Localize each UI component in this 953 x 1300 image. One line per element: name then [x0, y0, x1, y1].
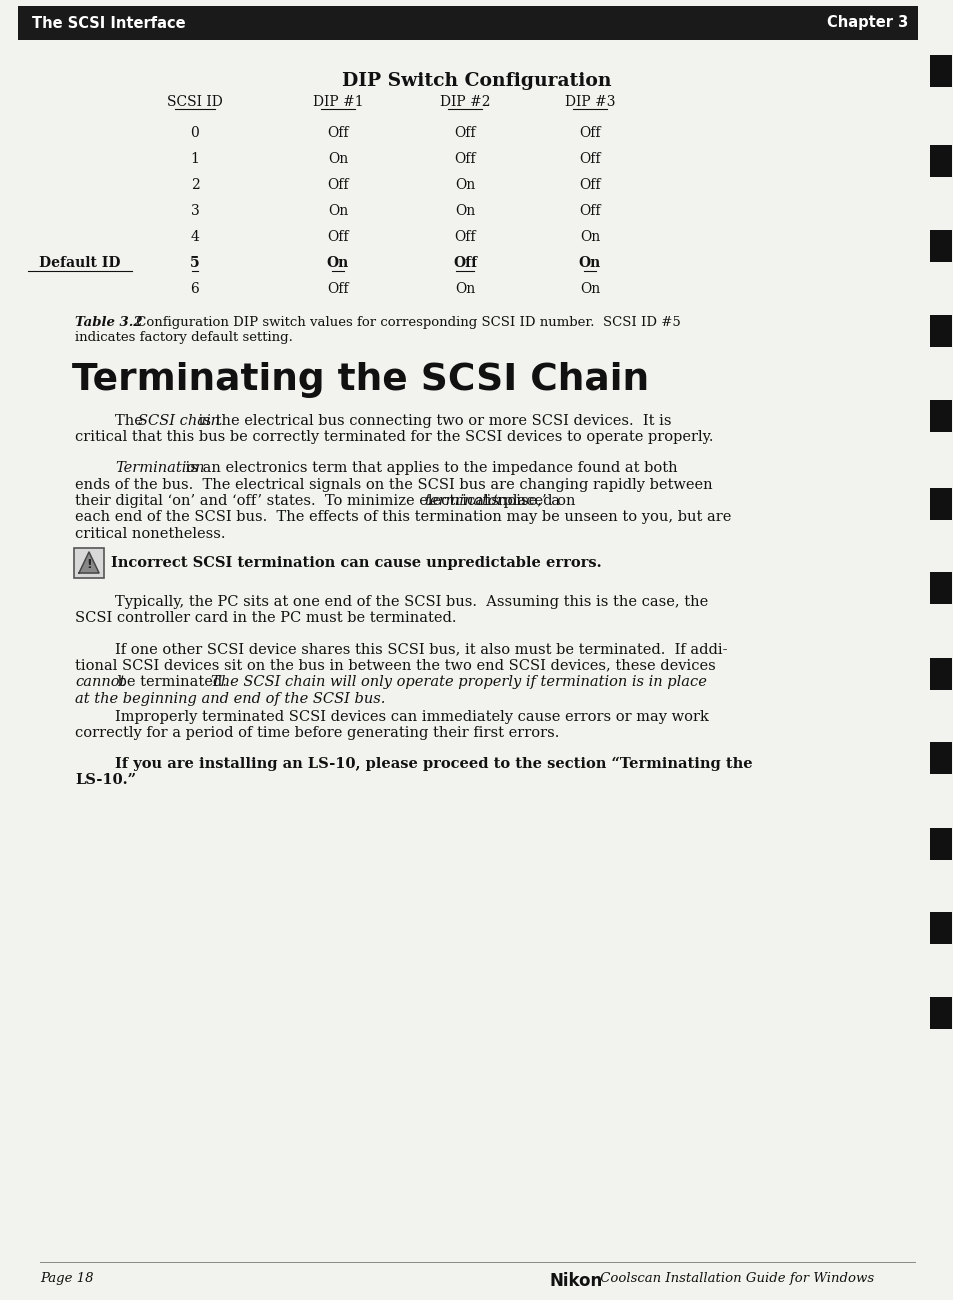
Text: critical that this bus be correctly terminated for the SCSI devices to operate p: critical that this bus be correctly term…	[75, 430, 713, 445]
Text: tional SCSI devices sit on the bus in between the two end SCSI devices, these de: tional SCSI devices sit on the bus in be…	[75, 659, 715, 672]
Text: The SCSI chain will only operate properly if termination is in place: The SCSI chain will only operate properl…	[211, 675, 706, 689]
Text: Off: Off	[327, 178, 349, 192]
Text: Chapter 3: Chapter 3	[826, 16, 907, 30]
Text: Off: Off	[578, 204, 600, 218]
Bar	[929, 828, 951, 861]
Text: Off: Off	[578, 126, 600, 140]
Text: Off: Off	[454, 152, 476, 166]
Text: Incorrect SCSI termination can cause unpredictable errors.: Incorrect SCSI termination can cause unp…	[111, 556, 601, 569]
Text: SCSI ID: SCSI ID	[167, 95, 223, 109]
Text: Table 3.2: Table 3.2	[75, 316, 143, 329]
Text: Typically, the PC sits at one end of the SCSI bus.  Assuming this is the case, t: Typically, the PC sits at one end of the…	[115, 595, 707, 608]
Text: Off: Off	[327, 282, 349, 296]
Bar	[929, 658, 951, 690]
Text: SCSI chain: SCSI chain	[138, 413, 220, 428]
Text: On: On	[455, 282, 475, 296]
Text: is the electrical bus connecting two or more SCSI devices.  It is: is the electrical bus connecting two or …	[193, 413, 671, 428]
Text: Off: Off	[453, 256, 476, 270]
Bar	[929, 55, 951, 87]
Bar	[929, 742, 951, 774]
Text: 3: 3	[191, 204, 199, 218]
Text: On: On	[455, 178, 475, 192]
Text: Termination: Termination	[115, 462, 204, 474]
Text: 1: 1	[191, 152, 199, 166]
Text: correctly for a period of time before generating their first errors.: correctly for a period of time before ge…	[75, 725, 558, 740]
Text: critical nonetheless.: critical nonetheless.	[75, 526, 225, 541]
Text: ends of the bus.  The electrical signals on the SCSI bus are changing rapidly be: ends of the bus. The electrical signals …	[75, 477, 712, 491]
Text: DIP #1: DIP #1	[313, 95, 363, 109]
Text: Off: Off	[327, 126, 349, 140]
Text: Off: Off	[454, 126, 476, 140]
Text: cannot: cannot	[75, 675, 125, 689]
Text: 0: 0	[191, 126, 199, 140]
Text: Configuration DIP switch values for corresponding SCSI ID number.  SCSI ID #5: Configuration DIP switch values for corr…	[132, 316, 680, 329]
Bar	[929, 572, 951, 604]
Bar	[18, 6, 917, 40]
Text: DIP #3: DIP #3	[564, 95, 615, 109]
Bar	[929, 146, 951, 177]
Text: Off: Off	[327, 230, 349, 244]
Bar	[929, 400, 951, 432]
Text: DIP Switch Configuration: DIP Switch Configuration	[342, 72, 611, 90]
Text: their digital ‘on’ and ‘off’ states.  To minimize electrical ‘noise,’ a: their digital ‘on’ and ‘off’ states. To …	[75, 494, 564, 508]
Text: !: !	[86, 558, 91, 571]
Text: Default ID: Default ID	[39, 256, 121, 270]
Polygon shape	[79, 552, 99, 573]
Text: Improperly terminated SCSI devices can immediately cause errors or may work: Improperly terminated SCSI devices can i…	[115, 710, 708, 724]
Text: indicates factory default setting.: indicates factory default setting.	[75, 332, 293, 344]
Text: is placed on: is placed on	[481, 494, 575, 508]
Text: terminator: terminator	[423, 494, 503, 508]
Bar	[929, 997, 951, 1030]
Bar	[929, 230, 951, 263]
Text: If you are installing an LS-10, please proceed to the section “Terminating the: If you are installing an LS-10, please p…	[115, 757, 752, 771]
Text: On: On	[455, 204, 475, 218]
Text: SCSI controller card in the PC must be terminated.: SCSI controller card in the PC must be t…	[75, 611, 456, 625]
Text: 4: 4	[191, 230, 199, 244]
Text: DIP #2: DIP #2	[439, 95, 490, 109]
Text: LS-10.”: LS-10.”	[75, 774, 136, 786]
Text: On: On	[327, 256, 349, 270]
Text: 6: 6	[191, 282, 199, 296]
Text: Off: Off	[578, 178, 600, 192]
Text: Off: Off	[578, 152, 600, 166]
Bar	[929, 315, 951, 347]
Text: Off: Off	[454, 230, 476, 244]
Text: The: The	[115, 413, 148, 428]
Text: Page 18: Page 18	[40, 1271, 93, 1284]
Text: is an electronics term that applies to the impedance found at both: is an electronics term that applies to t…	[181, 462, 677, 474]
Text: Coolscan Installation Guide for Windows: Coolscan Installation Guide for Windows	[596, 1271, 873, 1284]
Text: at the beginning and end of the SCSI bus.: at the beginning and end of the SCSI bus…	[75, 692, 385, 706]
Bar	[929, 913, 951, 944]
Text: On: On	[328, 204, 348, 218]
Text: On: On	[328, 152, 348, 166]
Text: each end of the SCSI bus.  The effects of this termination may be unseen to you,: each end of the SCSI bus. The effects of…	[75, 511, 731, 524]
Text: On: On	[579, 282, 599, 296]
FancyBboxPatch shape	[74, 549, 104, 578]
Text: The SCSI Interface: The SCSI Interface	[32, 16, 186, 30]
Text: Terminating the SCSI Chain: Terminating the SCSI Chain	[71, 361, 648, 398]
Text: Nikon: Nikon	[550, 1271, 602, 1290]
Text: be terminated.: be terminated.	[112, 675, 236, 689]
Text: 5: 5	[190, 256, 199, 270]
Text: If one other SCSI device shares this SCSI bus, it also must be terminated.  If a: If one other SCSI device shares this SCS…	[115, 642, 727, 657]
Text: 2: 2	[191, 178, 199, 192]
Text: On: On	[579, 230, 599, 244]
Text: On: On	[578, 256, 600, 270]
Bar	[929, 488, 951, 520]
